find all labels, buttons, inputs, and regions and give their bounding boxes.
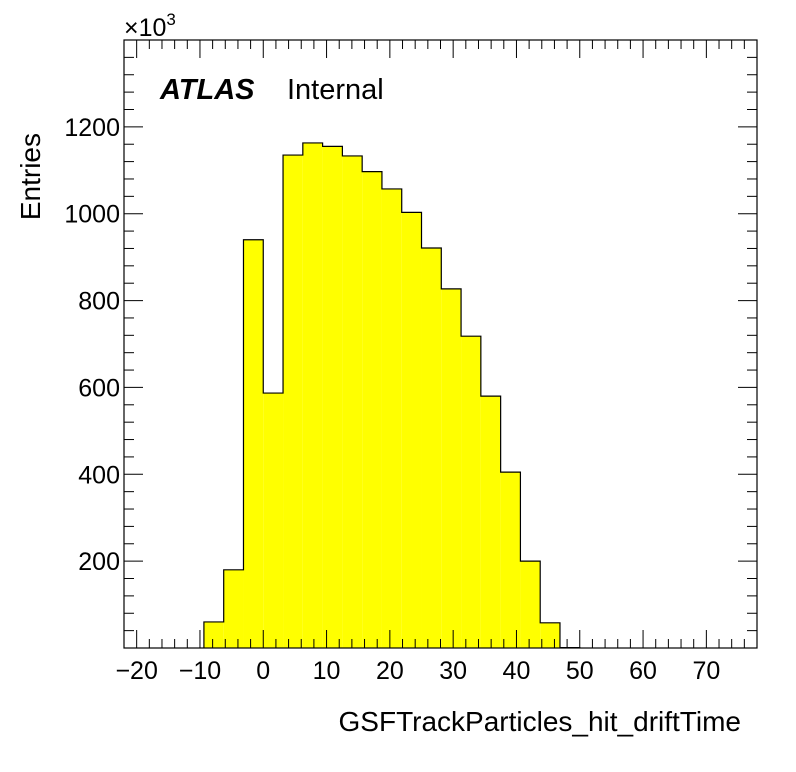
y-multiplier: ×103	[124, 10, 176, 42]
y-axis-tick-labels: 200 400 600 800 1000 1200	[64, 114, 120, 576]
y-tick-label: 200	[78, 548, 120, 576]
x-axis-ticks	[123, 40, 758, 648]
x-tick-label: −20	[115, 657, 157, 685]
y-multiplier-base: ×10	[124, 14, 166, 42]
x-tick-label: −10	[179, 657, 221, 685]
histogram-bar	[441, 288, 462, 648]
x-tick-label: 0	[256, 657, 270, 685]
x-tick-label: 50	[566, 657, 594, 685]
histogram-bar	[401, 212, 422, 648]
histogram-bar	[381, 188, 402, 648]
x-tick-label: 10	[313, 657, 341, 685]
x-axis-label: GSFTrackParticles_hit_driftTime	[339, 706, 741, 737]
histogram-bar	[223, 569, 244, 648]
y-tick-label: 1000	[64, 201, 120, 229]
histogram-bar	[302, 142, 323, 648]
histogram-bar	[540, 622, 560, 648]
histogram-bars	[203, 142, 580, 649]
x-tick-label: 60	[629, 657, 657, 685]
histogram-bar	[362, 171, 382, 649]
histogram-bar	[243, 239, 264, 648]
histogram-bar	[461, 336, 481, 648]
y-tick-label: 800	[78, 288, 120, 316]
y-tick-label: 1200	[64, 114, 120, 142]
y-tick-label: 400	[78, 461, 120, 489]
histogram-bar	[283, 155, 303, 649]
histogram-bar	[263, 393, 284, 648]
y-axis-ticks	[124, 39, 757, 632]
x-tick-label: 30	[439, 657, 467, 685]
histogram-bar	[203, 621, 224, 648]
y-multiplier-exponent: 3	[166, 10, 175, 29]
internal-label: Internal	[287, 74, 384, 106]
histogram-bar	[322, 146, 343, 648]
x-tick-label: 20	[376, 657, 404, 685]
atlas-label: ATLAS	[159, 74, 255, 106]
y-tick-label: 600	[78, 374, 120, 402]
histogram-bar	[421, 248, 442, 648]
y-axis-label: Entries	[15, 133, 46, 220]
x-tick-label: 40	[503, 657, 531, 685]
histogram-bar	[342, 155, 363, 648]
histogram-bar	[480, 396, 501, 648]
histogram-outline	[203, 142, 581, 649]
histogram-bar	[500, 472, 521, 648]
x-tick-label: 70	[692, 657, 720, 685]
x-axis-tick-labels: −20 −10 0 10 20 30 40 50 60 70	[115, 657, 720, 685]
histogram-bar	[520, 561, 541, 648]
